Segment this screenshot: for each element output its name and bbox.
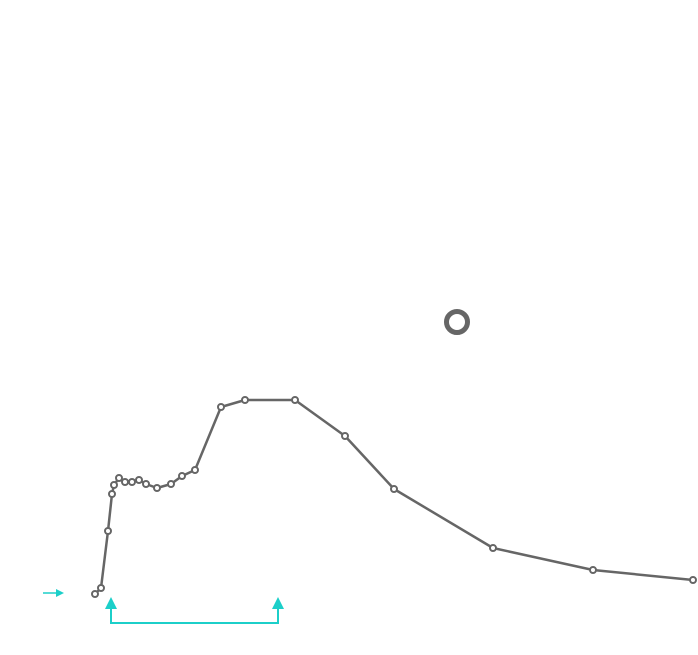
point — [97, 584, 105, 592]
point — [115, 474, 123, 482]
point — [121, 478, 129, 486]
point — [128, 478, 136, 486]
point — [241, 396, 249, 404]
bracket — [110, 606, 279, 624]
point — [153, 484, 161, 492]
arrow-head — [272, 597, 284, 609]
point — [489, 544, 497, 552]
point — [589, 566, 597, 574]
point — [167, 480, 175, 488]
point — [689, 576, 697, 584]
cyan-arrows — [43, 589, 284, 624]
arrow-head — [56, 589, 64, 597]
handle[interactable] — [444, 309, 470, 335]
point — [191, 466, 199, 474]
point — [104, 527, 112, 535]
point — [135, 476, 143, 484]
point — [341, 432, 349, 440]
point — [291, 396, 299, 404]
point — [91, 590, 99, 598]
point — [390, 485, 398, 493]
line — [94, 398, 694, 595]
point — [217, 403, 225, 411]
arrow-head — [105, 597, 117, 609]
point — [178, 472, 186, 480]
point — [108, 490, 116, 498]
point — [110, 481, 118, 489]
point — [142, 480, 150, 488]
